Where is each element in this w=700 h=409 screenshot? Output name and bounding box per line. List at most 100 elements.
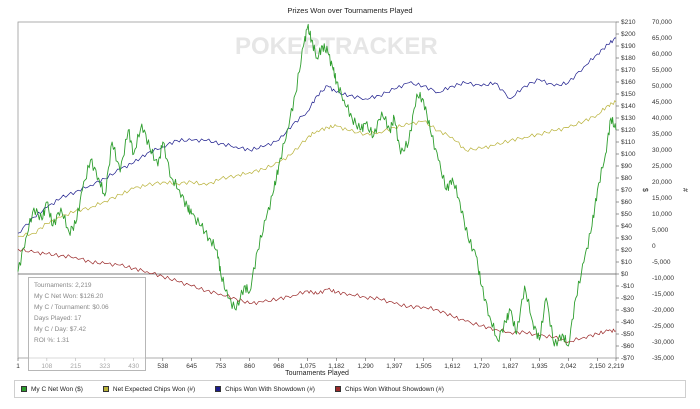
y-right-tick-label: 65,000 [652,35,672,42]
legend-item-no-showdown[interactable]: Chips Won Without Showdown (#) [334,385,444,393]
y-right-tick-label: 55,000 [652,67,672,74]
y-left-tick-label: $90 [621,163,632,170]
y-right-ticks: 70,000 65,000 60,000 55,000 50,000 45,000 40,0… [652,19,674,362]
series-layer [17,23,617,347]
y-right-tick-label: -20,000 [652,307,674,314]
y-right-tick-label: 10,000 [652,211,672,218]
y-left-tick-label: $60 [621,199,632,206]
series-line [17,100,617,237]
x-tick-label: 1,397 [386,363,403,370]
legend-swatch [102,386,109,392]
x-tick-label: 1,075 [299,363,316,370]
y-left-tick-label: $80 [621,175,632,182]
y-left-tick-label: $160 [621,79,636,86]
y-right-tick-label: -10,000 [652,275,674,282]
chart-title: Prizes Won over Tournaments Played [287,6,413,15]
series-line [17,37,617,234]
y-right-tick-label: 50,000 [652,83,672,90]
y-left-tick-label: $50 [621,211,632,218]
y-right-tick-label: 40,000 [652,115,672,122]
y-right-tick-label: 25,000 [652,163,672,170]
y-left-tick-label: -$40 [621,319,634,326]
x-tick-label: 1,612 [444,363,461,370]
y-right-tick-label: 35,000 [652,131,672,138]
x-tick-label: 1 [16,363,20,370]
y-left-tick-label: $200 [621,31,636,38]
x-tick-label: 1,935 [531,363,548,370]
y-right-tick-label: 30,000 [652,147,672,154]
legend-swatch [334,386,341,392]
y-left-tick-label: $100 [621,151,636,158]
y-left-ticks: $210 $200 $190 $180 $170 $160 $150 $140 $130 $120… [616,19,636,362]
x-tick-label: 2,042 [560,363,577,370]
stat-per-tournament: My C / Tournament: $0.06 [34,303,109,311]
y-left-tick-label: $180 [621,55,636,62]
legend-item-showdown[interactable]: Chips Won With Showdown (#) [215,386,315,393]
legend-swatch [215,386,222,392]
legend-item-expected[interactable]: Net Expected Chips Won (#) [102,385,196,393]
stat-per-day: My C / Day: $7.42 [34,325,87,333]
stat-roi: ROI %: 1.31 [34,336,70,344]
legend-label: My C Net Won ($) [31,385,83,393]
watermark-logo: POKERTRACKER [235,33,438,60]
legend-item-net-won[interactable]: My C Net Won ($) [21,386,83,393]
y-right-tick-label: -15,000 [652,291,674,298]
y-left-axis-label: $ [641,188,648,192]
y-right-tick-label: -25,000 [652,323,674,330]
x-tick-label: 968 [273,363,284,370]
x-tick-label: 1,182 [328,363,345,370]
y-right-tick-label: 15,000 [652,195,672,202]
y-left-tick-label: -$30 [621,307,634,314]
y-right-tick-label: -35,000 [652,355,674,362]
y-left-tick-label: $110 [621,139,635,146]
x-tick-label: 645 [186,363,197,370]
stat-tournaments: Tournaments: 2,219 [34,282,92,289]
y-left-tick-label: -$50 [621,331,634,338]
y-right-tick-label: 45,000 [652,99,672,106]
y-left-tick-label: $0 [621,271,629,278]
y-left-tick-label: $210 [621,19,636,26]
y-left-tick-label: -$60 [621,343,634,350]
y-left-tick-label: $20 [621,247,632,254]
x-tick-label: 1,827 [502,363,519,370]
y-left-tick-label: $130 [621,115,636,122]
stats-box: Tournaments: 2,219 My C Net Won: $126.20… [28,277,146,371]
legend: My C Net Won ($) Net Expected Chips Won … [14,380,686,398]
x-tick-label: 860 [244,363,255,370]
y-right-tick-label: 0 [652,243,656,250]
y-left-tick-label: $40 [621,223,632,230]
y-right-tick-label: 70,000 [652,19,672,26]
x-axis-title: Tournaments Played [285,370,349,377]
y-right-axis-label: # [681,188,688,192]
y-right-tick-label: -5,000 [652,259,671,266]
y-left-tick-label: $30 [621,235,632,242]
y-left-tick-label: $150 [621,91,636,98]
x-tick-label: 2,150 [589,363,606,370]
y-left-tick-label: $120 [621,127,636,134]
x-tick-label: 2,219 [608,363,625,370]
y-right-tick-label: -30,000 [652,339,674,346]
legend-label: Chips Won Without Showdown (#) [344,385,444,393]
series-line [17,23,617,347]
y-right-tick-label: 20,000 [652,179,672,186]
legend-label: Net Expected Chips Won (#) [112,385,196,393]
y-left-tick-label: $10 [621,259,632,266]
y-right-tick-label: 5,000 [652,227,669,234]
y-right-tick-label: 60,000 [652,51,672,58]
y-left-tick-label: -$70 [621,355,634,362]
legend-swatch [21,386,27,392]
stat-days-played: Days Played: 17 [34,314,82,322]
stat-net-won: My C Net Won: $126.20 [34,292,104,300]
x-tick-label: 753 [215,363,226,370]
x-tick-label: 1,505 [415,363,432,370]
series-line [17,248,617,344]
y-left-tick-label: $190 [621,43,636,50]
x-tick-label: 1,290 [357,363,374,370]
y-left-tick-label: -$10 [621,283,634,290]
y-left-tick-label: $70 [621,187,632,194]
legend-label: Chips Won With Showdown (#) [225,385,315,393]
y-left-tick-label: $170 [621,67,636,74]
y-left-tick-label: -$20 [621,295,634,302]
x-tick-label: 1,720 [473,363,490,370]
